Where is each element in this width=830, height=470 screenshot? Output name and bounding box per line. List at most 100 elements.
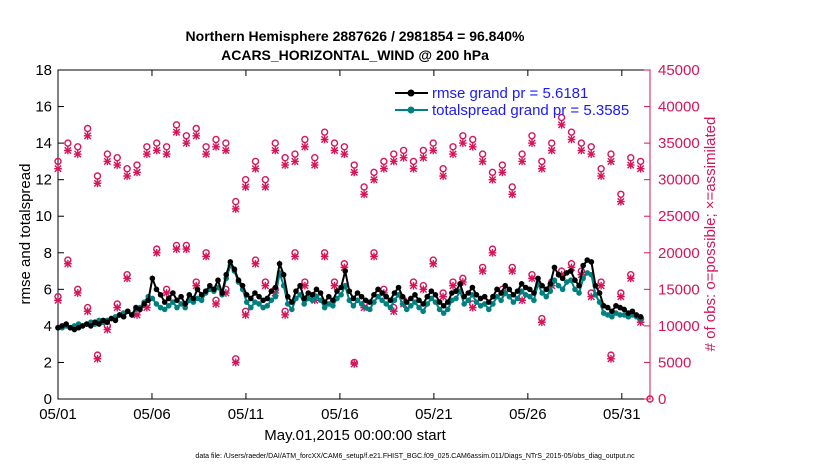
obs-assimilated-marker [518,157,526,166]
obs-assimilated-marker [330,281,339,290]
obs-possible-marker [330,139,339,147]
obs-assimilated-marker [291,252,299,261]
obs-assimilated-marker [83,307,92,316]
totalspread-point [358,301,365,307]
rmse-point [289,299,295,305]
obs-possible-marker [646,395,654,403]
rmse-point [202,288,209,294]
x-tick-label: 05/06 [133,406,171,423]
obs-assimilated-marker [330,146,339,155]
obs-assimilated-marker [64,146,72,155]
totalspread-point [321,304,328,311]
rmse-point [592,282,599,289]
totalspread-point [297,292,303,298]
x-tick-label: 05/26 [509,406,547,423]
rmse-point [161,299,168,305]
left-y-tick-label: 16 [35,99,52,116]
obs-assimilated-marker [310,161,319,169]
totalspread-point [408,302,414,309]
obs-assimilated-marker [577,146,586,155]
rmse-point [465,290,472,296]
x-axis-label: May.01,2015 00:00:00 start [264,427,446,444]
rmse-point [473,292,480,298]
obs-assimilated-marker [320,135,329,144]
totalspread-point [383,301,390,307]
obs-assimilated-marker [557,120,566,129]
obs-assimilated-marker [113,161,122,169]
rmse-point [129,312,135,318]
obs-assimilated-marker [439,172,447,180]
obs-assimilated-marker [617,197,625,206]
rmse-point [539,282,545,289]
rmse-point [568,268,574,274]
rmse-point [461,293,467,300]
obs-assimilated-marker [617,292,625,301]
x-tick-label: 05/16 [321,406,359,423]
rmse-point [440,302,447,309]
rmse-point [399,293,406,300]
obs-assimilated-marker [409,164,418,173]
rmse-point [317,290,324,296]
rmse-point [514,288,521,294]
obs-assimilated-marker [538,164,546,173]
rmse-point [157,292,164,298]
right-y-tick-label: 40000 [658,99,700,116]
chart-title-line-1: Northern Hemisphere 2887626 / 2981854 = … [186,28,525,44]
left-y-tick-label: 14 [35,135,52,152]
right-y-tick-label: 25000 [658,208,700,225]
rmse-point [494,286,500,293]
rmse-point [165,295,172,302]
obs-possible-marker [538,157,546,166]
obs-assimilated-marker [271,146,280,155]
obs-assimilated-marker [261,281,270,290]
obs-possible-marker [429,139,437,147]
obs-assimilated-marker [498,168,507,177]
totalspread-point [272,293,279,300]
obs-assimilated-marker [528,139,536,147]
totalspread-point [510,299,517,305]
legend-spread-marker [407,106,415,114]
obs-possible-marker [449,143,457,151]
rmse-point [301,295,307,302]
obs-possible-marker [350,161,358,169]
rmse-point [375,286,381,293]
obs-assimilated-marker [93,179,102,188]
rmse-point [268,288,275,294]
right-y-tick-label: 15000 [658,281,700,298]
obs-assimilated-marker [488,175,497,184]
obs-assimilated-marker [468,303,477,312]
obs-possible-marker [360,183,368,191]
obs-possible-marker [419,146,428,155]
totalspread-point [161,306,168,313]
obs-assimilated-marker [360,190,368,199]
left-y-tick-label: 6 [44,281,52,298]
totalspread-point [494,293,500,300]
rmse-point [293,288,299,294]
obs-assimilated-marker [439,292,447,301]
obs-possible-marker [74,143,82,151]
totalspread-point [576,290,582,296]
x-tick-label: 05/21 [415,406,453,423]
rmse-point [453,288,459,294]
rmse-point [190,295,197,302]
rmse-point [325,293,332,300]
rmse-point [112,317,119,324]
rmse-line [57,258,642,331]
right-y-tick-label: 30000 [658,172,700,189]
obs-possible-marker [281,154,289,162]
obs-assimilated-marker [202,150,210,158]
rmse-point [280,271,287,278]
rmse-point [182,301,188,307]
rmse-point [243,292,250,298]
obs-possible-marker [251,157,260,166]
obs-assimilated-marker [607,354,615,363]
rmse-point [223,271,230,278]
obs-possible-marker [182,132,191,140]
obs-assimilated-marker [419,285,428,294]
obs-assimilated-marker [350,168,359,177]
left-y-tick-label: 12 [35,172,52,189]
totalspread-point [559,286,566,293]
rmse-point [416,297,422,304]
obs-possible-marker [113,154,121,162]
series-lines [55,257,644,333]
